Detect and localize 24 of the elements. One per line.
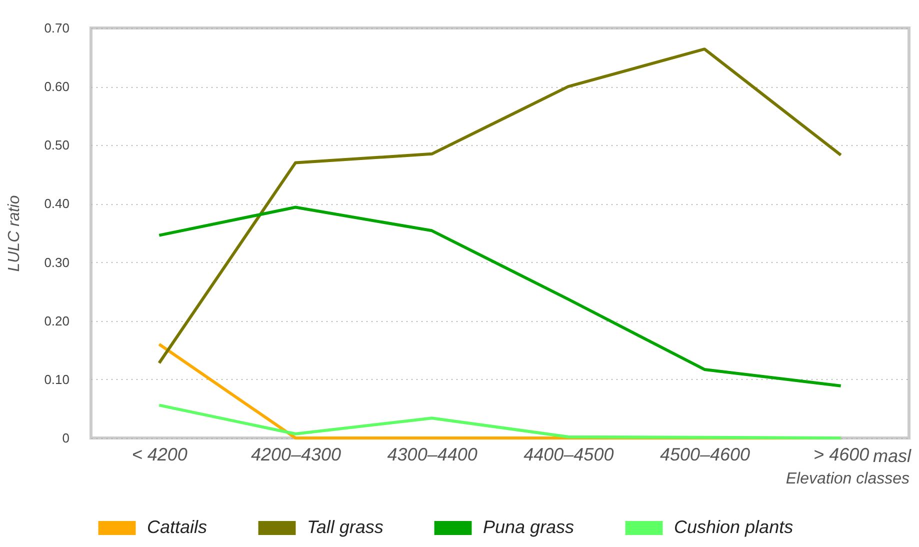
- y-tick-label: 0: [62, 430, 70, 446]
- y-tick-label: 0.60: [44, 79, 70, 94]
- legend-label: Tall grass: [307, 517, 384, 537]
- y-tick-label: 0.40: [44, 196, 70, 212]
- line-series: [158, 206, 842, 388]
- text: masl: [872, 446, 912, 466]
- line-series: [158, 48, 842, 365]
- x-tick-label: > 4600: [814, 444, 870, 464]
- legend-label: Cattails: [147, 517, 208, 537]
- legend-label: Puna grass: [483, 517, 574, 537]
- y-tick-label: 0.50: [44, 138, 70, 153]
- y-tick-label: 0.30: [44, 254, 70, 270]
- x-axis-title: Elevation classes: [786, 470, 910, 488]
- y-tick-label: 0.70: [44, 20, 70, 36]
- x-tick-label: 4300–4400: [387, 444, 478, 464]
- y-axis-title: LULC ratio: [6, 195, 24, 272]
- x-tick-label: < 4200: [132, 444, 188, 464]
- x-tick-label: 4400–4500: [524, 444, 614, 464]
- x-tick-label: 4500–4600: [660, 444, 750, 464]
- y-tick-label: 0.10: [44, 372, 70, 387]
- x-tick-label: 4200–4300: [250, 444, 342, 464]
- y-tick-label: 0.20: [44, 313, 70, 328]
- legend-label: Cushion plants: [674, 517, 794, 537]
- line-series: [158, 404, 842, 440]
